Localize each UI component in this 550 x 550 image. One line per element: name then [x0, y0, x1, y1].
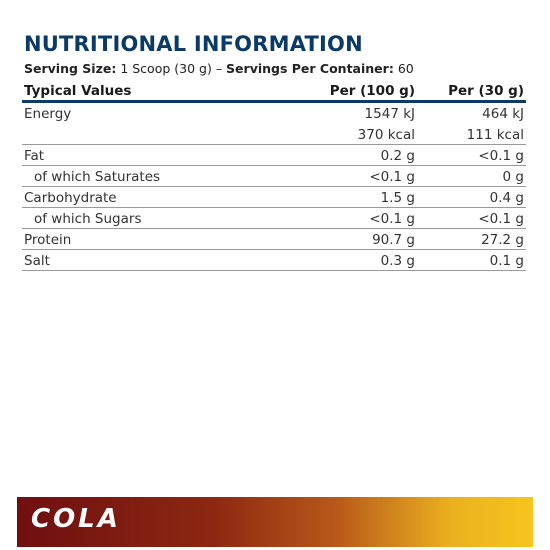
row-value-per100: 0.3 g	[380, 253, 415, 269]
table-row-energy-kj: Energy 1547 kJ 464 kJ	[22, 103, 526, 124]
table-row-saturates: of which Saturates <0.1 g 0 g	[22, 166, 526, 187]
flavour-banner: COLA	[17, 497, 533, 547]
servings-per-container-value: 60	[397, 61, 414, 76]
table-row-carbohydrate: Carbohydrate 1.5 g 0.4 g	[22, 187, 526, 208]
row-label: Carbohydrate	[24, 190, 117, 206]
nutrition-table: Typical Values Per (100 g) Per (30 g) En…	[22, 81, 526, 271]
serving-size-value: 1 Scoop (30 g)	[120, 61, 212, 76]
row-label: Energy	[24, 106, 72, 122]
row-label: Protein	[24, 232, 72, 248]
row-value-per30: 0 g	[502, 169, 524, 185]
row-value-per30: <0.1 g	[478, 148, 524, 164]
table-row-energy-kcal: 370 kcal 111 kcal	[22, 124, 526, 145]
row-value-per30: 27.2 g	[481, 232, 524, 248]
row-value-per100: 1.5 g	[380, 190, 415, 206]
row-label: of which Sugars	[34, 211, 142, 227]
row-value-per100: 0.2 g	[380, 148, 415, 164]
servings-per-container-label: Servings Per Container:	[226, 61, 394, 76]
row-label: Salt	[24, 253, 50, 269]
row-value-per30: 0.4 g	[489, 190, 524, 206]
serving-info: Serving Size: 1 Scoop (30 g) – Servings …	[24, 61, 414, 76]
row-value-per30: 111 kcal	[466, 127, 524, 143]
row-value-per100: 1547 kJ	[364, 106, 415, 122]
table-row-fat: Fat 0.2 g <0.1 g	[22, 145, 526, 166]
table-row-sugars: of which Sugars <0.1 g <0.1 g	[22, 208, 526, 229]
serving-size-label: Serving Size:	[24, 61, 117, 76]
header-typical-values: Typical Values	[24, 83, 132, 99]
row-value-per100: 90.7 g	[372, 232, 415, 248]
table-row-salt: Salt 0.3 g 0.1 g	[22, 250, 526, 271]
serving-separator: –	[215, 61, 223, 76]
row-value-per30: 464 kJ	[482, 106, 524, 122]
row-value-per100: 370 kcal	[357, 127, 415, 143]
flavour-name: COLA	[31, 504, 121, 534]
table-row-protein: Protein 90.7 g 27.2 g	[22, 229, 526, 250]
row-value-per30: <0.1 g	[478, 211, 524, 227]
row-value-per30: 0.1 g	[489, 253, 524, 269]
row-label: of which Saturates	[34, 169, 161, 185]
header-per-30g: Per (30 g)	[448, 83, 524, 99]
page-title: NUTRITIONAL INFORMATION	[24, 32, 363, 56]
row-value-per100: <0.1 g	[369, 169, 415, 185]
table-header-row: Typical Values Per (100 g) Per (30 g)	[22, 81, 526, 103]
row-value-per100: <0.1 g	[369, 211, 415, 227]
row-label: Fat	[24, 148, 45, 164]
header-per-100g: Per (100 g)	[329, 83, 415, 99]
